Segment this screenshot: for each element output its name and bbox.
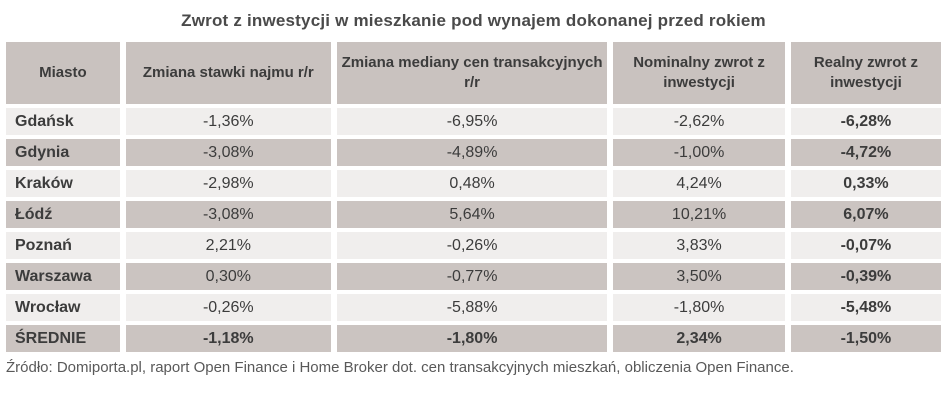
table-row-gdynia: Gdynia -3,08% -4,89% -1,00% -4,72% — [6, 139, 941, 166]
city-cell: ŚREDNIE — [6, 325, 120, 352]
header-miasto: Miasto — [6, 42, 120, 104]
value-cell: 0,30% — [125, 263, 331, 290]
table-row-lodz: Łódź -3,08% 5,64% 10,21% 6,07% — [6, 201, 941, 228]
value-cell: -6,95% — [336, 108, 608, 135]
value-cell: -3,08% — [125, 201, 331, 228]
header-zmiana-mediany: Zmiana mediany cen transakcyjnych r/r — [336, 42, 608, 104]
value-cell: 3,50% — [613, 263, 785, 290]
value-cell: -4,72% — [790, 139, 941, 166]
value-cell: 6,07% — [790, 201, 941, 228]
table-body: Gdańsk -1,36% -6,95% -2,62% -6,28% Gdyni… — [6, 108, 941, 352]
city-cell: Gdynia — [6, 139, 120, 166]
roi-table: Miasto Zmiana stawki najmu r/r Zmiana me… — [0, 38, 947, 356]
value-cell: -0,07% — [790, 232, 941, 259]
value-cell: 0,33% — [790, 170, 941, 197]
city-cell: Kraków — [6, 170, 120, 197]
value-cell: -1,80% — [613, 294, 785, 321]
city-cell: Łódź — [6, 201, 120, 228]
value-cell: 5,64% — [336, 201, 608, 228]
header-realny-zwrot: Realny zwrot z inwestycji — [790, 42, 941, 104]
city-cell: Gdańsk — [6, 108, 120, 135]
value-cell: -1,50% — [790, 325, 941, 352]
value-cell: 10,21% — [613, 201, 785, 228]
table-row-krakow: Kraków -2,98% 0,48% 4,24% 0,33% — [6, 170, 941, 197]
table-row-srednie: ŚREDNIE -1,18% -1,80% 2,34% -1,50% — [6, 325, 941, 352]
header-zmiana-stawki: Zmiana stawki najmu r/r — [125, 42, 331, 104]
table-row-warszawa: Warszawa 0,30% -0,77% 3,50% -0,39% — [6, 263, 941, 290]
value-cell: -1,18% — [125, 325, 331, 352]
value-cell: -5,88% — [336, 294, 608, 321]
value-cell: 3,83% — [613, 232, 785, 259]
value-cell: -1,80% — [336, 325, 608, 352]
table-row-wroclaw: Wrocław -0,26% -5,88% -1,80% -5,48% — [6, 294, 941, 321]
header-nominalny-zwrot: Nominalny zwrot z inwestycji — [613, 42, 785, 104]
table-row-poznan: Poznań 2,21% -0,26% 3,83% -0,07% — [6, 232, 941, 259]
city-cell: Poznań — [6, 232, 120, 259]
value-cell: -4,89% — [336, 139, 608, 166]
header-row: Miasto Zmiana stawki najmu r/r Zmiana me… — [6, 42, 941, 104]
value-cell: 2,34% — [613, 325, 785, 352]
value-cell: -0,77% — [336, 263, 608, 290]
value-cell: -2,98% — [125, 170, 331, 197]
value-cell: -2,62% — [613, 108, 785, 135]
value-cell: -3,08% — [125, 139, 331, 166]
value-cell: -0,39% — [790, 263, 941, 290]
table-row-gdansk: Gdańsk -1,36% -6,95% -2,62% -6,28% — [6, 108, 941, 135]
value-cell: -5,48% — [790, 294, 941, 321]
table-header: Miasto Zmiana stawki najmu r/r Zmiana me… — [6, 42, 941, 104]
value-cell: -1,36% — [125, 108, 331, 135]
value-cell: 4,24% — [613, 170, 785, 197]
value-cell: -0,26% — [336, 232, 608, 259]
chart-title: Zwrot z inwestycji w mieszkanie pod wyna… — [181, 11, 766, 30]
city-cell: Warszawa — [6, 263, 120, 290]
value-cell: 2,21% — [125, 232, 331, 259]
value-cell: -1,00% — [613, 139, 785, 166]
city-cell: Wrocław — [6, 294, 120, 321]
value-cell: -0,26% — [125, 294, 331, 321]
value-cell: -6,28% — [790, 108, 941, 135]
source-note: Źródło: Domiporta.pl, raport Open Financ… — [6, 359, 794, 376]
value-cell: 0,48% — [336, 170, 608, 197]
